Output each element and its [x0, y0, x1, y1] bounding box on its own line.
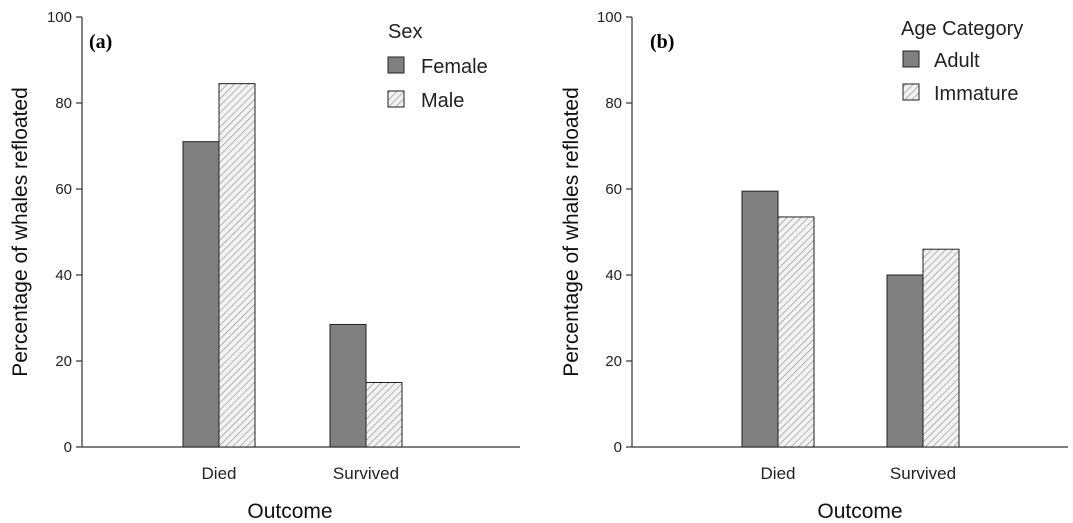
legend-label-adult: Adult: [934, 50, 980, 72]
legend-title: Age Category: [901, 18, 1023, 40]
legend-swatch-immature: [902, 83, 920, 101]
bar-male-survived: [365, 382, 403, 448]
y-tick-label: 80: [605, 95, 622, 112]
legend: Sex Female Male: [387, 21, 488, 112]
y-tick-label: 20: [55, 353, 72, 370]
y-tick-label: 20: [605, 353, 622, 370]
y-tick-label: 60: [55, 181, 72, 198]
y-tick-label: 100: [597, 9, 622, 26]
bar-immature-died: [777, 216, 815, 448]
y-axis-title: Percentage of whales refloated: [560, 87, 583, 377]
y-tick-label: 100: [47, 9, 72, 26]
y-tick-label: 40: [55, 267, 72, 284]
y-tick-label: 0: [614, 439, 622, 456]
x-tick-label: Survived: [333, 464, 399, 483]
panel-label: (a): [89, 31, 112, 53]
panel-a: (a) Outcome Percentage of whales refloat…: [9, 9, 520, 523]
legend-swatch-female: [387, 56, 405, 74]
legend-swatch-adult: [902, 50, 920, 68]
x-axis-title: Outcome: [247, 500, 332, 523]
y-tick-label: 60: [605, 181, 622, 198]
bar-adult-survived: [886, 274, 924, 448]
legend-label-female: Female: [421, 56, 488, 78]
legend-swatch-male: [387, 90, 405, 108]
y-axis-title: Percentage of whales refloated: [9, 87, 32, 377]
bar-male-died: [218, 83, 256, 448]
x-axis-title: Outcome: [817, 500, 902, 523]
y-tick-label: 0: [64, 439, 72, 456]
bar-female-survived: [329, 323, 367, 448]
bar-adult-died: [741, 190, 779, 448]
x-tick-label: Died: [761, 464, 796, 483]
legend: Age Category Adult Immature: [901, 18, 1023, 105]
legend-label-immature: Immature: [934, 83, 1018, 105]
panel-b: (b) Outcome Percentage of whales refloat…: [560, 9, 1068, 523]
y-tick-label: 80: [55, 95, 72, 112]
x-tick-label: Survived: [890, 464, 956, 483]
legend-label-male: Male: [421, 90, 464, 112]
panel-label: (b): [650, 31, 674, 53]
bar-immature-survived: [922, 248, 960, 448]
x-tick-label: Died: [202, 464, 237, 483]
bar-female-died: [182, 141, 220, 448]
legend-title: Sex: [388, 21, 422, 43]
y-tick-label: 40: [605, 267, 622, 284]
